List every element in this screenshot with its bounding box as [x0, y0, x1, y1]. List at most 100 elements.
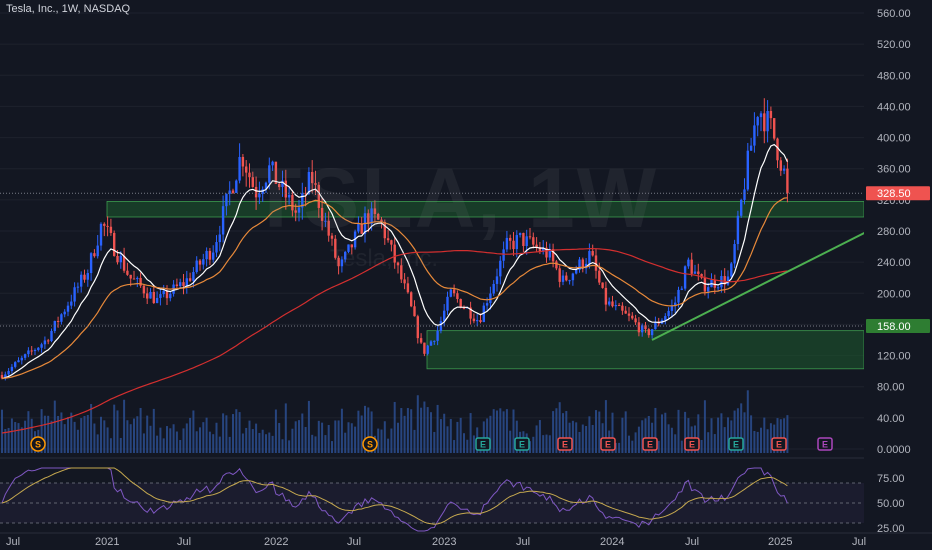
- candle-body: [215, 242, 218, 253]
- volume-bar: [486, 418, 489, 453]
- price-tick-label: 80.00: [877, 382, 905, 394]
- volume-bar: [317, 420, 320, 453]
- candle-body: [426, 345, 429, 354]
- volume-bar: [53, 400, 56, 453]
- candle-body: [571, 273, 575, 281]
- time-tick-label: 2022: [264, 536, 288, 548]
- volume-bar: [644, 418, 647, 453]
- rsi-ma-line: [1, 467, 788, 525]
- candle-body: [436, 330, 439, 341]
- volume-bar: [14, 422, 17, 453]
- volume-bar: [413, 429, 416, 453]
- event-marker-earnings-beat[interactable]: E: [475, 437, 491, 451]
- volume-bar: [73, 421, 76, 453]
- volume-bar: [1, 409, 3, 453]
- volume-bar: [736, 408, 739, 453]
- volume-bar: [406, 408, 409, 453]
- event-marker-earnings-miss[interactable]: E: [771, 437, 787, 451]
- candle-body: [786, 168, 789, 194]
- volume-bar: [50, 420, 53, 453]
- candle-body: [228, 190, 231, 194]
- candle-body: [720, 276, 723, 288]
- volume-bar: [614, 442, 617, 453]
- volume-bar: [387, 438, 390, 453]
- volume-bar: [228, 436, 231, 453]
- volume-bar: [783, 418, 786, 453]
- candle-body: [644, 325, 647, 330]
- volume-bar: [637, 426, 640, 453]
- candle-body: [509, 237, 512, 241]
- candle-body: [551, 249, 555, 262]
- candle-body: [198, 260, 202, 265]
- candle-body: [367, 213, 370, 224]
- event-marker-split[interactable]: S: [30, 436, 46, 452]
- volume-bar: [139, 407, 142, 453]
- event-marker-earnings-miss[interactable]: E: [557, 437, 573, 451]
- volume-bar: [713, 434, 716, 453]
- event-marker-split[interactable]: S: [362, 436, 378, 452]
- volume-bar: [548, 435, 551, 453]
- price-tick-label: 200.00: [877, 288, 911, 300]
- candle-body: [614, 305, 617, 307]
- candle-body: [769, 110, 773, 119]
- time-axis[interactable]: Jul 2021 Jul 2022 Jul 2023 Jul 2024 Jul 2025 Jul: [0, 532, 932, 548]
- event-marker-upcoming[interactable]: E: [817, 437, 833, 451]
- volume-bar: [595, 410, 597, 453]
- candle-body: [743, 189, 746, 200]
- candle-body: [479, 320, 482, 323]
- candle-body: [73, 287, 76, 302]
- volume-bar: [604, 400, 607, 453]
- volume-bar: [103, 420, 106, 453]
- candle-body: [667, 310, 670, 317]
- candle-body: [581, 259, 584, 269]
- candle-body: [485, 303, 489, 306]
- candle-body: [575, 269, 578, 274]
- candle-body: [70, 301, 73, 306]
- candle-body: [565, 275, 568, 281]
- candle-body: [782, 168, 786, 171]
- time-tick-label: 2021: [95, 536, 119, 548]
- volume-bar: [400, 408, 403, 453]
- volume-bar: [433, 431, 436, 453]
- candle-body: [116, 255, 119, 263]
- volume-bar: [763, 417, 766, 453]
- candle-body: [707, 287, 710, 292]
- candle-body: [27, 350, 30, 355]
- price-axis[interactable]: 560.00520.00480.00440.00400.00360.00320.…: [864, 0, 932, 550]
- candle-body: [740, 199, 743, 216]
- time-tick-label: 2024: [600, 536, 624, 548]
- candle-body: [416, 316, 419, 339]
- event-marker-earnings-beat[interactable]: E: [728, 437, 744, 451]
- candle-body: [291, 194, 294, 211]
- candle-body: [489, 293, 492, 304]
- candle-body: [192, 272, 195, 281]
- volume-bar: [307, 400, 310, 453]
- candle-body: [555, 261, 558, 269]
- volume-bar: [17, 423, 20, 453]
- time-tick-label: Jul: [347, 536, 361, 548]
- candle-body: [119, 255, 122, 263]
- candle-body: [608, 301, 611, 305]
- volume-bar: [750, 415, 753, 453]
- event-marker-earnings-miss[interactable]: E: [600, 437, 616, 451]
- volume-bar: [261, 429, 264, 453]
- volume-bar: [149, 425, 152, 453]
- event-marker-earnings-beat[interactable]: E: [514, 437, 530, 451]
- event-marker-label: E: [562, 440, 568, 450]
- volume-bar: [555, 408, 558, 453]
- price-tick-label: 520.00: [877, 39, 911, 51]
- candle-body: [713, 279, 716, 288]
- event-marker-label: S: [35, 440, 41, 450]
- event-marker-earnings-miss[interactable]: E: [642, 437, 658, 451]
- volume-bar: [740, 403, 743, 453]
- volume-bar: [20, 427, 23, 453]
- volume-bar: [119, 438, 122, 453]
- candle-body: [654, 321, 657, 330]
- volume-bar: [136, 416, 139, 453]
- volume-bar: [733, 410, 736, 453]
- event-marker-earnings-miss[interactable]: E: [684, 437, 700, 451]
- candle-body: [165, 290, 169, 299]
- volume-bar: [423, 401, 426, 453]
